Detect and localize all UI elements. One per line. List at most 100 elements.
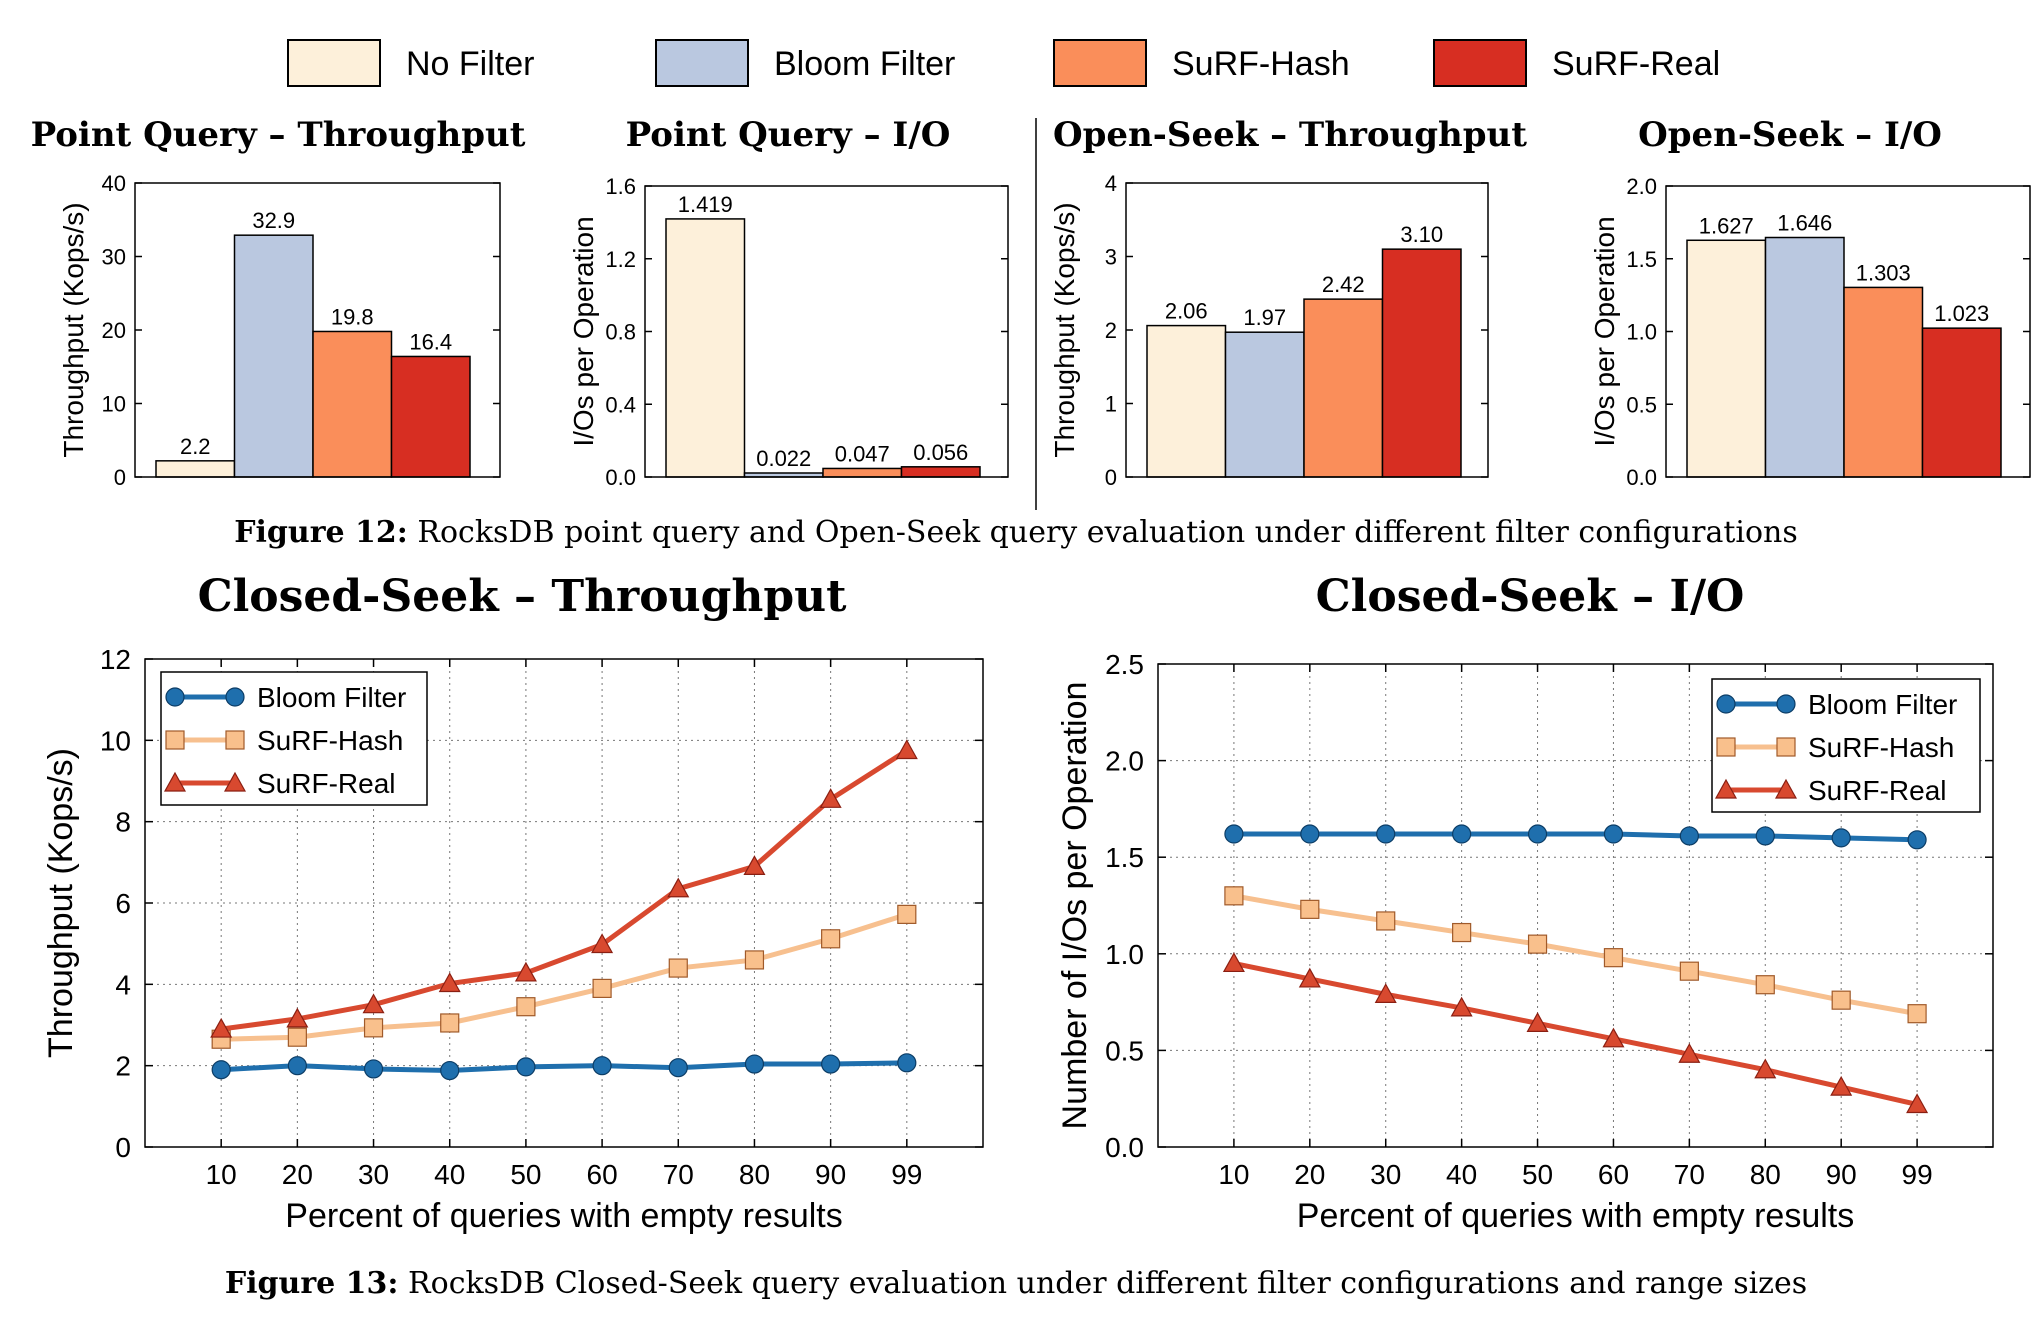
closed-seek-io-chart: Closed-Seek – I/O 0.0 0.5 1.0 1.5 2.0 2.5 10 20 3… <box>1056 571 1994 1235</box>
point-query-io-chart: Point Query – I/O 1.419 0.022 0.047 0.056 0.0… <box>568 115 1009 490</box>
legend-label: Bloom Filter <box>1808 689 1957 720</box>
legend-swatch <box>1433 39 1527 87</box>
y-tick-label: 12 <box>100 644 131 675</box>
data-point <box>1224 824 1244 844</box>
series-line <box>1233 831 1918 843</box>
data-point <box>438 972 461 993</box>
y-tick-label: 1.5 <box>1105 842 1144 873</box>
bar <box>822 467 903 478</box>
data-point <box>223 771 247 792</box>
series-line <box>221 1060 907 1074</box>
bar <box>1381 248 1462 478</box>
y-axis-label: Throughput (Kops/s) <box>42 748 80 1058</box>
y-tick-label: 30 <box>102 245 126 270</box>
data-point <box>1376 824 1396 844</box>
bar-value-label: 1.97 <box>1243 305 1286 330</box>
x-tick-label: 50 <box>1522 1159 1553 1190</box>
bar-value-label: 1.419 <box>678 192 733 217</box>
data-point <box>744 1054 765 1074</box>
bar <box>312 330 393 478</box>
chart-title: Open-Seek – I/O <box>1638 115 1942 155</box>
bar <box>1146 324 1227 478</box>
data-point <box>362 993 385 1014</box>
bar-value-label: 0.056 <box>913 440 968 465</box>
data-point <box>225 687 245 707</box>
data-point <box>1830 1075 1853 1096</box>
data-point <box>668 1058 688 1078</box>
y-tick-label: 6 <box>115 888 131 919</box>
open-seek-throughput-chart: Open-Seek – Throughput 2.06 1.97 2.42 3.10 0 1… <box>1049 115 1527 490</box>
x-tick-label: 20 <box>1294 1159 1325 1190</box>
data-point <box>744 950 765 970</box>
data-point <box>1450 996 1473 1017</box>
x-tick-label: 99 <box>891 1159 922 1190</box>
figure-12-caption-text: RocksDB point query and Open-Seek query … <box>408 515 1798 550</box>
data-point <box>592 978 612 999</box>
data-point <box>1755 826 1775 846</box>
data-point <box>1776 694 1796 714</box>
bar <box>1764 236 1845 478</box>
series-line <box>220 748 909 1032</box>
y-tick-label: 8 <box>115 807 131 838</box>
top-legend: No Filter Bloom Filter SuRF-Hash SuRF-Real <box>287 39 1720 87</box>
data-point <box>1831 828 1851 848</box>
y-tick-label: 1.5 <box>1626 247 1657 272</box>
chart-title: Point Query – I/O <box>626 115 951 155</box>
legend-label: SuRF-Hash <box>1172 45 1350 83</box>
data-point <box>1376 911 1396 931</box>
y-tick-label: 0 <box>1105 465 1117 490</box>
chart-title: Closed-Seek – I/O <box>1316 571 1745 622</box>
legend-label: No Filter <box>406 45 534 83</box>
data-point <box>821 1054 841 1074</box>
chart-title: Open-Seek – Throughput <box>1053 115 1527 155</box>
data-point <box>897 1053 917 1073</box>
y-tick-label: 2 <box>115 1051 131 1082</box>
y-tick-label: 0.4 <box>605 392 636 417</box>
series-line <box>1233 961 1918 1107</box>
data-point <box>1679 961 1699 981</box>
data-point <box>287 1027 307 1047</box>
data-point <box>1527 824 1548 844</box>
legend-label: Bloom Filter <box>774 45 955 83</box>
data-point <box>1603 948 1624 968</box>
data-point <box>363 1059 384 1079</box>
data-point <box>1678 1043 1701 1063</box>
data-point <box>516 1057 536 1077</box>
y-tick-label: 0.0 <box>605 465 636 490</box>
y-tick-label: 0 <box>115 1132 131 1163</box>
data-point <box>516 997 536 1017</box>
x-axis-label: Percent of queries with empty results <box>1297 1197 1854 1235</box>
y-tick-label: 0 <box>114 465 126 490</box>
bar <box>1686 239 1767 478</box>
data-point <box>165 730 185 750</box>
legend-label: SuRF-Hash <box>1808 732 1954 763</box>
figure-12-caption: Figure 12: RocksDB point query and Open-… <box>234 515 1798 550</box>
figure-13-caption-label: Figure 13: <box>225 1266 399 1301</box>
legend-swatch <box>287 39 381 87</box>
y-tick-label: 4 <box>115 969 131 1000</box>
data-point <box>821 929 841 949</box>
y-tick-label: 20 <box>102 318 126 343</box>
y-tick-label: 0.0 <box>1105 1132 1144 1163</box>
x-tick-label: 20 <box>282 1159 313 1190</box>
y-axis-label: I/Os per Operation <box>568 216 599 446</box>
data-point <box>897 904 917 924</box>
x-tick-label: 50 <box>510 1159 541 1190</box>
chart-title: Closed-Seek – Throughput <box>198 571 848 622</box>
y-tick-label: 4 <box>1105 171 1117 196</box>
bar-value-label: 0.022 <box>756 446 811 471</box>
bar-value-label: 2.42 <box>1322 272 1365 297</box>
x-tick-label: 80 <box>1750 1159 1781 1190</box>
legend-label: Bloom Filter <box>257 682 406 713</box>
x-tick-label: 70 <box>1674 1159 1705 1190</box>
data-point <box>211 1060 231 1080</box>
data-point <box>1776 737 1796 757</box>
bar-value-label: 1.646 <box>1777 211 1832 236</box>
data-point <box>1754 1058 1777 1079</box>
x-tick-label: 10 <box>1218 1159 1249 1190</box>
y-tick-label: 2 <box>1105 318 1117 343</box>
closed-seek-throughput-chart: Closed-Seek – Throughput 0 2 4 6 8 10 12 10 20 30 4… <box>42 571 984 1235</box>
data-point <box>591 933 614 954</box>
line-legend: Bloom Filter SuRF-Hash SuRF-Real <box>1711 678 1981 813</box>
